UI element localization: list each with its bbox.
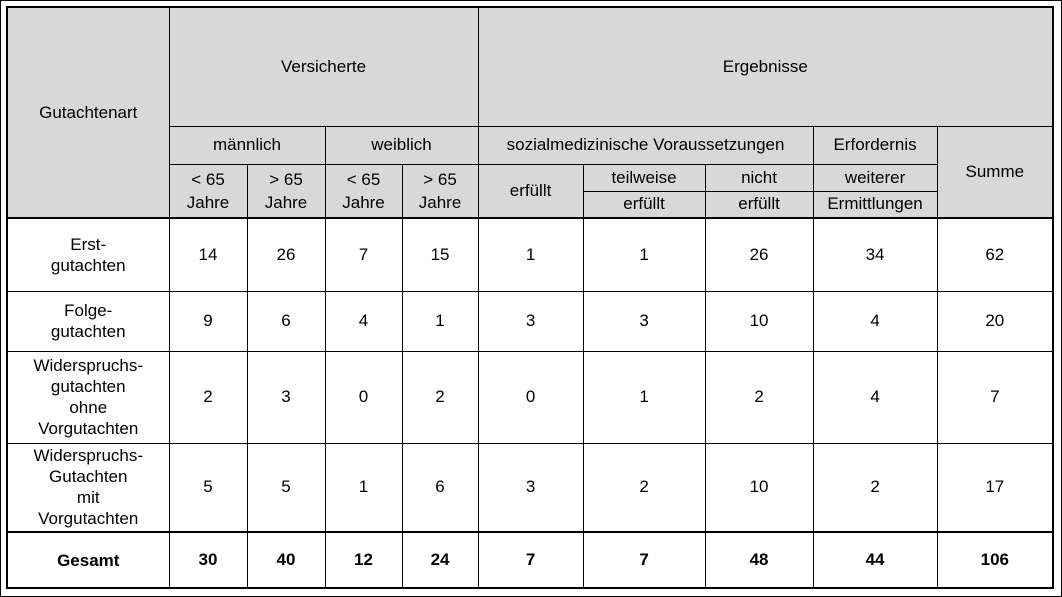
data-cell: 10 [704,290,814,352]
header-weiblich-unter-65: < 65 Jahre [324,163,403,219]
header-teilweise: teilweise [582,163,706,192]
header-maennlich: männlich [168,125,326,165]
header-maennlich-unter-65: < 65 Jahre [168,163,248,219]
gutachten-statistics-table: Gutachtenart Versicherte Ergebnisse männ… [6,6,1055,589]
header-nicht-erfuellt: erfüllt [704,190,814,219]
table-row-erstgutachten: Erst- gutachten 14 26 7 15 1 1 26 34 62 [6,217,1054,292]
data-cell: 34 [812,217,938,292]
data-cell: 4 [324,290,403,352]
data-cell: 1 [582,217,706,292]
data-cell: 6 [401,442,479,533]
data-cell: 30 [168,531,248,589]
row-sum-cell: 17 [936,442,1054,533]
data-cell: 48 [704,531,814,589]
table-row-gesamt: Gesamt 30 40 12 24 7 7 48 44 106 [6,531,1054,589]
header-row-detail-top: < 65 Jahre > 65 Jahre < 65 Jahre > 65 Ja… [7,163,1053,219]
row-label: Widerspruchs- gutachten ohne Vorgutachte… [6,350,170,444]
data-cell: 3 [246,350,326,444]
table-row-folgegutachten: Folge- gutachten 9 6 4 1 3 3 10 4 20 [6,290,1054,352]
row-label: Folge- gutachten [6,290,170,352]
header-weiblich: weiblich [324,125,479,165]
data-cell: 44 [812,531,938,589]
row-sum-cell: 7 [936,350,1054,444]
header-group-versicherte: Versicherte [168,6,479,127]
data-cell: 24 [401,531,479,589]
data-cell: 2 [812,442,938,533]
header-ermittlungen: Ermittlungen [812,190,938,219]
data-cell: 10 [704,442,814,533]
header-sozialmedizinische-voraussetzungen: sozialmedizinische Voraussetzungen [477,125,814,165]
header-row-groups: Gutachtenart Versicherte Ergebnisse [6,6,1054,219]
data-cell: 0 [477,350,584,444]
data-cell: 1 [324,442,403,533]
data-cell: 7 [582,531,706,589]
data-cell: 1 [582,350,706,444]
data-cell: 2 [401,350,479,444]
header-group-ergebnisse: Ergebnisse [477,6,1054,127]
data-cell: 2 [704,350,814,444]
data-cell: 40 [246,531,326,589]
header-erfuellt: erfüllt [477,163,584,219]
row-label: Gesamt [6,531,170,589]
data-cell: 2 [168,350,248,444]
header-weiterer: weiterer [812,163,938,192]
data-cell: 14 [168,217,248,292]
row-sum-cell: 106 [936,531,1054,589]
data-cell: 7 [324,217,403,292]
data-cell: 12 [324,531,403,589]
data-cell: 3 [477,290,584,352]
data-cell: 6 [246,290,326,352]
data-cell: 0 [324,350,403,444]
data-cell: 9 [168,290,248,352]
data-cell: 3 [582,290,706,352]
data-cell: 4 [812,290,938,352]
row-label: Erst- gutachten [6,217,170,292]
data-cell: 1 [477,217,584,292]
header-teilweise-erfuellt: erfüllt [582,190,706,219]
data-cell: 26 [246,217,326,292]
row-label: Widerspruchs- Gutachten mit Vorgutachten [6,442,170,533]
data-cell: 5 [246,442,326,533]
data-cell: 5 [168,442,248,533]
header-maennlich-ueber-65: > 65 Jahre [246,163,326,219]
header-weiblich-ueber-65: > 65 Jahre [401,163,479,219]
data-cell: 4 [812,350,938,444]
table-row-widerspruch-mit-vorgutachten: Widerspruchs- Gutachten mit Vorgutachten… [6,442,1054,533]
data-cell: 1 [401,290,479,352]
header-summe: Summe [936,125,1054,219]
row-sum-cell: 20 [936,290,1054,352]
header-nicht: nicht [704,163,814,192]
data-cell: 3 [477,442,584,533]
header-erfordernis: Erfordernis [812,125,938,165]
data-cell: 15 [401,217,479,292]
table-row-widerspruch-ohne-vorgutachten: Widerspruchs- gutachten ohne Vorgutachte… [6,350,1054,444]
data-cell: 2 [582,442,706,533]
header-gutachtenart: Gutachtenart [6,6,170,219]
header-row-subgroups: männlich weiblich sozialmedizinische Vor… [7,125,1054,219]
data-cell: 26 [704,217,814,292]
row-sum-cell: 62 [936,217,1054,292]
data-cell: 7 [477,531,584,589]
